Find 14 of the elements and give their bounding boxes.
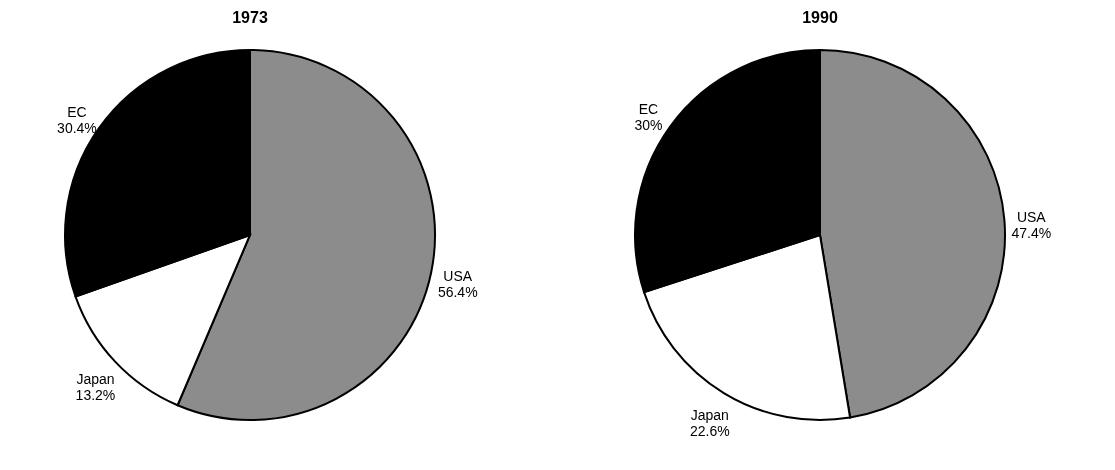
slice-label: EC	[638, 101, 659, 118]
data-label: 30.4%	[57, 119, 97, 136]
slice-label: EC	[67, 103, 87, 120]
data-label: 56.4%	[437, 284, 478, 301]
data-label: 13.2%	[75, 387, 116, 404]
slice-label: Japan	[76, 371, 115, 388]
data-label: 30%	[634, 117, 663, 134]
slice-label: USA	[1016, 208, 1047, 225]
chart-title: 1990	[802, 9, 838, 26]
data-label: 22.6%	[689, 423, 730, 440]
chart-title: 1973	[232, 9, 268, 26]
data-label: 47.4%	[1011, 224, 1052, 241]
slice-label: USA	[443, 268, 473, 285]
slice-label: Japan	[690, 407, 729, 424]
